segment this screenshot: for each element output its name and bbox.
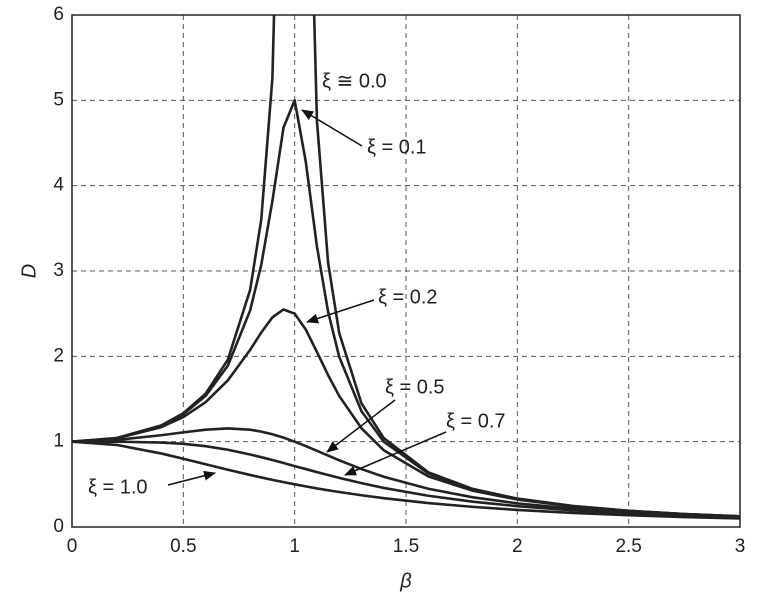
series-label: ξ ≅ 0.0 <box>322 70 387 92</box>
series-label: ξ = 0.7 <box>446 410 506 432</box>
x-axis-title: β <box>399 570 411 592</box>
x-tick-label: 1 <box>289 536 300 557</box>
y-tick-label: 2 <box>53 345 64 366</box>
series-label: ξ = 0.5 <box>385 376 445 398</box>
series-label: ξ = 1.0 <box>88 476 148 498</box>
arrow <box>167 470 216 486</box>
y-tick-label: 1 <box>53 431 64 452</box>
x-tick-label: 0 <box>67 536 78 557</box>
series-line <box>72 440 740 520</box>
x-tick-label: 1.5 <box>393 536 419 557</box>
x-tick-label: 0.5 <box>170 536 196 557</box>
arrow <box>301 109 363 147</box>
arrow <box>306 299 375 324</box>
x-tick-label: 2.5 <box>615 536 641 557</box>
x-tick-label: 2 <box>512 536 523 557</box>
y-axis-title: D <box>18 264 40 278</box>
y-tick-label: 4 <box>53 175 64 196</box>
y-tick-label: 0 <box>53 516 64 537</box>
y-tick-label: 6 <box>53 4 64 25</box>
series-line <box>72 440 740 519</box>
series-line <box>72 427 740 519</box>
arrow <box>326 399 396 453</box>
y-tick-label: 3 <box>53 260 64 281</box>
x-tick-label: 3 <box>735 536 746 557</box>
arrow <box>344 431 447 476</box>
series-label: ξ = 0.1 <box>367 136 427 158</box>
series-label: ξ = 0.2 <box>378 286 438 308</box>
plot-frame <box>71 14 741 528</box>
y-tick-label: 5 <box>53 89 64 110</box>
series-line <box>72 308 740 518</box>
